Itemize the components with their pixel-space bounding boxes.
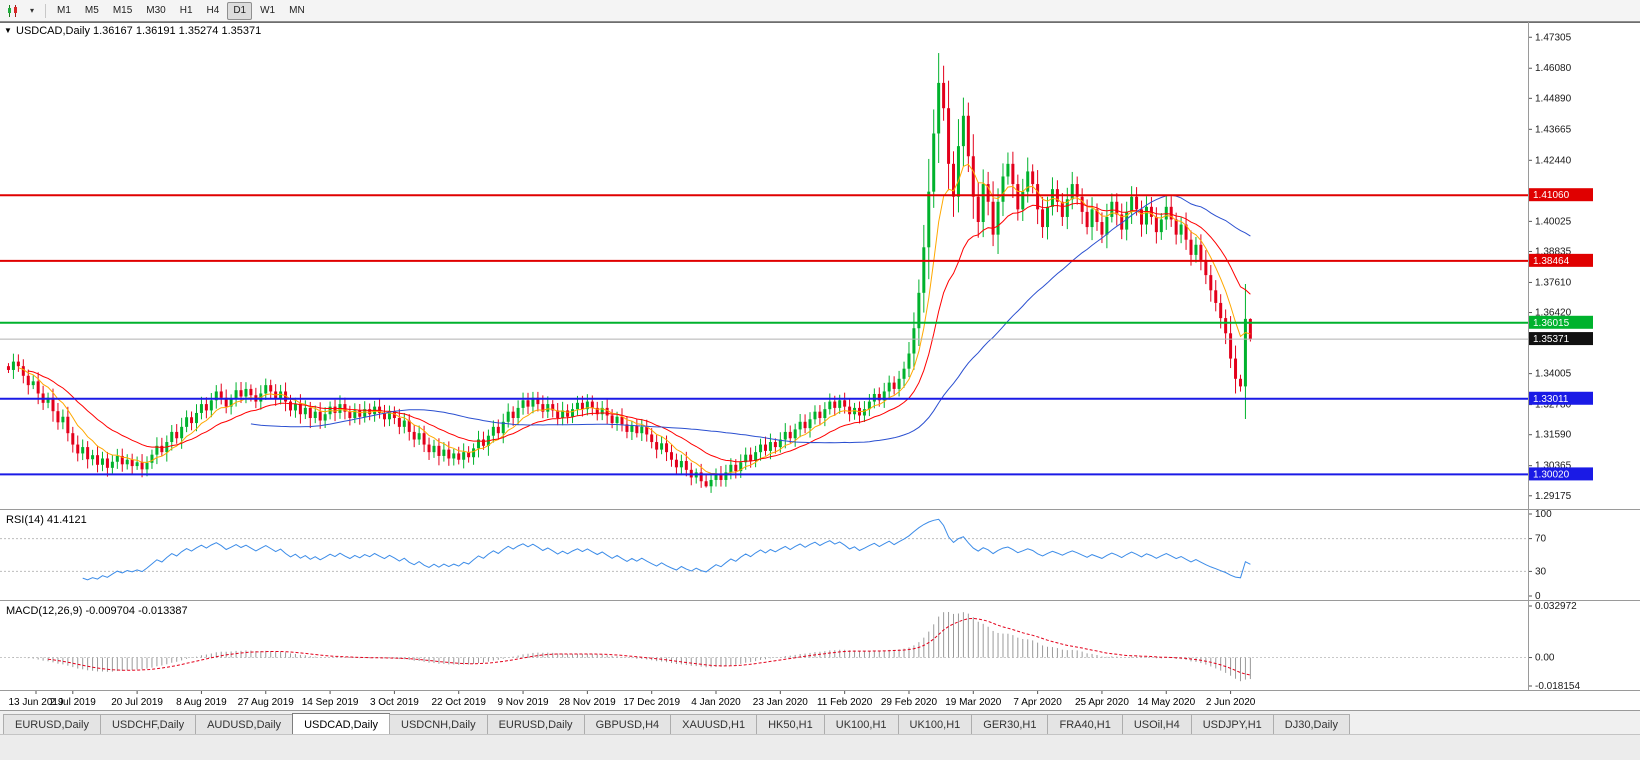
- svg-text:1.37610: 1.37610: [1535, 277, 1572, 288]
- tab-HK50-H1[interactable]: HK50,H1: [756, 714, 825, 734]
- svg-text:1.42440: 1.42440: [1535, 155, 1572, 166]
- svg-text:1.38464: 1.38464: [1533, 256, 1570, 267]
- tab-USDJPY-H1[interactable]: USDJPY,H1: [1190, 714, 1274, 734]
- svg-text:1.44890: 1.44890: [1535, 93, 1572, 104]
- tab-USDCNH-Daily[interactable]: USDCNH,Daily: [389, 714, 488, 734]
- svg-text:13 Jun 2019: 13 Jun 2019: [8, 697, 63, 708]
- collapse-chart-icon[interactable]: ▼: [4, 26, 12, 35]
- chart-area: ▼ USDCAD,Daily 1.36167 1.36191 1.35274 1…: [0, 22, 1640, 710]
- macd-indicator-label: MACD(12,26,9) -0.009704 -0.013387: [6, 605, 188, 617]
- ma-fast-line: [18, 163, 1251, 476]
- svg-text:1.36015: 1.36015: [1533, 318, 1570, 329]
- timeframe-button-M5[interactable]: M5: [84, 4, 99, 16]
- svg-text:-0.018154: -0.018154: [1535, 681, 1580, 692]
- svg-text:1.34005: 1.34005: [1535, 369, 1572, 380]
- svg-text:29 Feb 2020: 29 Feb 2020: [881, 697, 938, 708]
- timeframe-button-MN[interactable]: MN: [289, 4, 305, 16]
- price-chart[interactable]: 1.47305 1.46080 1.44890 1.43665 1.42440 1.400…: [0, 22, 1640, 710]
- tab-USOil-H4[interactable]: USOil,H4: [1121, 714, 1192, 734]
- svg-text:1.40025: 1.40025: [1535, 216, 1572, 227]
- tab-AUDUSD-Daily[interactable]: AUDUSD,Daily: [195, 714, 294, 734]
- macd-panel: 0.032972 0.00 -0.018154: [0, 601, 1580, 692]
- svg-text:8 Aug 2019: 8 Aug 2019: [176, 697, 227, 708]
- timeframe-button-M1[interactable]: M1: [57, 4, 71, 16]
- svg-text:14 Sep 2019: 14 Sep 2019: [302, 697, 359, 708]
- tab-XAUUSD-H1[interactable]: XAUUSD,H1: [670, 714, 758, 734]
- svg-text:1.30365: 1.30365: [1535, 461, 1572, 472]
- svg-text:100: 100: [1535, 509, 1552, 520]
- svg-text:1.33011: 1.33011: [1533, 394, 1569, 405]
- svg-text:11 Feb 2020: 11 Feb 2020: [817, 697, 873, 708]
- rsi-indicator-label: RSI(14) 41.4121: [6, 514, 87, 526]
- tab-USDCAD-Daily[interactable]: USDCAD,Daily: [292, 713, 391, 734]
- rsi-line: [82, 518, 1251, 581]
- timeframe-button-M30[interactable]: M30: [146, 4, 166, 16]
- timeframe-buttons: M1 M5 M15 M30 H1 H4 D1 W1 MN: [50, 1, 312, 20]
- chevron-down-icon[interactable]: ▾: [29, 6, 34, 15]
- svg-text:1.30020: 1.30020: [1533, 469, 1570, 480]
- svg-text:22 Oct 2019: 22 Oct 2019: [431, 697, 486, 708]
- tab-UK100-H1[interactable]: UK100,H1: [823, 714, 899, 734]
- tab-EURUSD-Daily[interactable]: EURUSD,Daily: [486, 714, 585, 734]
- chart-title: USDCAD,Daily 1.36167 1.36191 1.35274 1.3…: [16, 25, 262, 37]
- tab-UK100-H1[interactable]: UK100,H1: [897, 714, 973, 734]
- timeframe-button-W1[interactable]: W1: [260, 4, 276, 16]
- svg-text:1.41060: 1.41060: [1533, 190, 1570, 201]
- svg-text:19 Mar 2020: 19 Mar 2020: [945, 697, 1002, 708]
- timeframe-button-M15[interactable]: M15: [112, 4, 133, 16]
- chart-tab-bar: EURUSD,Daily USDCHF,Daily AUDUSD,Daily USDC…: [0, 710, 1640, 734]
- svg-text:1.32780: 1.32780: [1535, 400, 1572, 411]
- ma-slow-line: [250, 194, 1251, 444]
- horizontal-lines[interactable]: [0, 194, 1528, 476]
- timeframe-toolbar: ▾ M1 M5 M15 M30 H1 H4 D1 W1 MN: [0, 0, 1640, 22]
- svg-text:28 Nov 2019: 28 Nov 2019: [559, 697, 616, 708]
- svg-text:14 May 2020: 14 May 2020: [1137, 697, 1195, 708]
- tab-GER30-H1[interactable]: GER30,H1: [971, 714, 1049, 734]
- rsi-panel: 100 70 30 0: [0, 509, 1552, 602]
- svg-text:20 Jul 2019: 20 Jul 2019: [111, 697, 163, 708]
- svg-text:1.47305: 1.47305: [1535, 32, 1572, 43]
- timeframe-button-H4[interactable]: H4: [206, 4, 220, 16]
- svg-text:0.032972: 0.032972: [1535, 601, 1577, 612]
- svg-text:25 Apr 2020: 25 Apr 2020: [1075, 697, 1129, 708]
- toolbar-separator: [45, 3, 46, 18]
- macd-signal-line: [48, 617, 1251, 676]
- svg-text:1.43665: 1.43665: [1535, 124, 1572, 135]
- timeframe-button-H1[interactable]: H1: [179, 4, 193, 16]
- tab-USDCHF-Daily[interactable]: USDCHF,Daily: [99, 714, 197, 734]
- svg-text:2 Jul 2019: 2 Jul 2019: [50, 697, 97, 708]
- price-axis[interactable]: 1.47305 1.46080 1.44890 1.43665 1.42440 1.400…: [1528, 32, 1593, 502]
- svg-text:3 Oct 2019: 3 Oct 2019: [370, 697, 419, 708]
- timeframe-button-D1[interactable]: D1: [227, 1, 253, 20]
- svg-text:30: 30: [1535, 566, 1547, 577]
- tab-FRA40-H1[interactable]: FRA40,H1: [1047, 714, 1123, 734]
- svg-text:0: 0: [1535, 591, 1541, 602]
- svg-text:1.35371: 1.35371: [1533, 334, 1570, 345]
- svg-text:1.31590: 1.31590: [1535, 430, 1572, 441]
- tab-GBPUSD-H4[interactable]: GBPUSD,H4: [583, 714, 672, 734]
- ma-mid-line: [28, 202, 1251, 463]
- svg-text:1.38835: 1.38835: [1535, 246, 1572, 257]
- svg-text:1.36420: 1.36420: [1535, 308, 1572, 319]
- status-bar: [0, 734, 1640, 760]
- svg-text:27 Aug 2019: 27 Aug 2019: [238, 697, 295, 708]
- svg-text:1.29175: 1.29175: [1535, 491, 1572, 502]
- svg-text:9 Nov 2019: 9 Nov 2019: [497, 697, 549, 708]
- tab-DJ30-Daily[interactable]: DJ30,Daily: [1272, 714, 1350, 734]
- svg-text:7 Apr 2020: 7 Apr 2020: [1013, 697, 1062, 708]
- svg-text:4 Jan 2020: 4 Jan 2020: [691, 697, 741, 708]
- svg-text:0.00: 0.00: [1535, 653, 1555, 664]
- tab-EURUSD-Daily[interactable]: EURUSD,Daily: [3, 714, 101, 734]
- svg-text:1.46080: 1.46080: [1535, 63, 1572, 74]
- candlestick-chart-icon[interactable]: [4, 3, 22, 19]
- svg-text:23 Jan 2020: 23 Jan 2020: [753, 697, 808, 708]
- svg-text:17 Dec 2019: 17 Dec 2019: [623, 697, 680, 708]
- svg-text:70: 70: [1535, 534, 1547, 545]
- svg-text:2 Jun 2020: 2 Jun 2020: [1206, 697, 1256, 708]
